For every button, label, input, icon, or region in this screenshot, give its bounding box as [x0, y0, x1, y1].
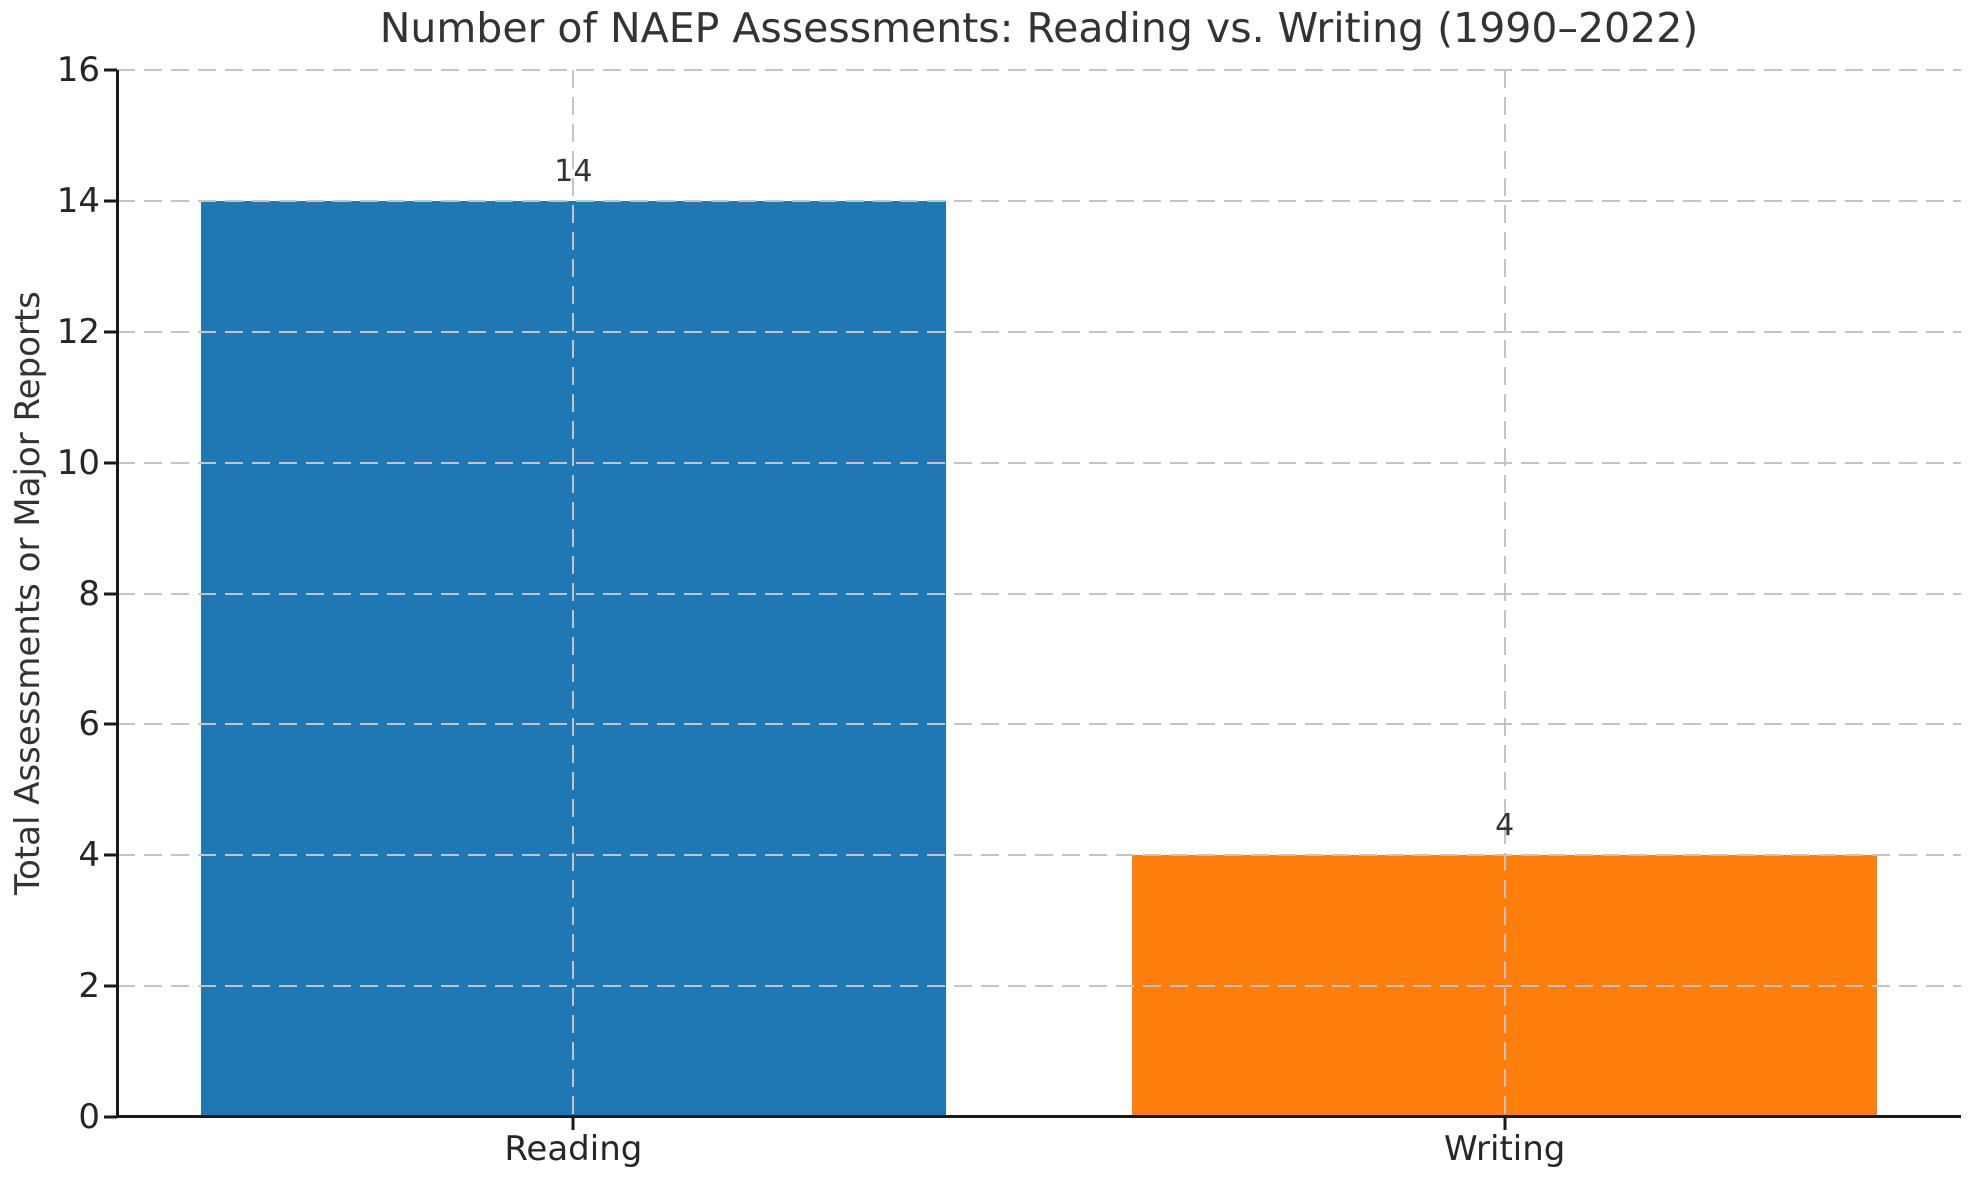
y-tick-mark-6: [104, 722, 117, 726]
h-gridline-8: [117, 592, 1961, 595]
y-tick-mark-4: [104, 853, 117, 857]
y-tick-label-10: 10: [56, 442, 100, 483]
h-gridline-16: [117, 69, 1961, 71]
v-gridline-writing: [1503, 70, 1506, 1117]
y-tick-label-2: 2: [78, 966, 100, 1007]
y-tick-mark-16: [104, 68, 117, 72]
y-tick-label-12: 12: [56, 311, 100, 352]
y-tick-label-16: 16: [56, 50, 100, 90]
v-gridline-reading: [572, 70, 575, 1117]
h-gridline-2: [117, 985, 1961, 988]
y-tick-label-14: 14: [56, 180, 100, 221]
chart-title: Number of NAEP Assessments: Reading vs. …: [379, 4, 1699, 52]
y-tick-mark-2: [104, 984, 117, 988]
y-axis-spine: [116, 70, 119, 1117]
y-tick-label-4: 4: [78, 835, 100, 876]
y-axis-label: Total Assessments or Major Reports: [8, 291, 48, 896]
h-gridline-12: [117, 330, 1961, 333]
bar-value-label-writing: 4: [1495, 808, 1515, 844]
plot-area: 14 4 0 2 4 6 8 10 12 14 16 Reading Writing: [57, 53, 1961, 1169]
y-tick-mark-14: [104, 199, 117, 203]
y-tick-label-0: 0: [78, 1097, 100, 1137]
y-tick-label-8: 8: [78, 573, 100, 614]
x-axis-spine: [116, 1115, 1961, 1118]
h-gridline-14: [117, 199, 1961, 202]
x-tick-label-reading: Reading: [504, 1129, 643, 1169]
x-tick-label-writing: Writing: [1443, 1129, 1566, 1169]
x-tick-mark-reading: [571, 1117, 575, 1130]
h-gridline-4: [117, 854, 1961, 857]
h-gridline-10: [117, 461, 1961, 464]
h-gridline-6: [117, 723, 1961, 726]
y-tick-mark-10: [104, 461, 117, 465]
y-tick-label-6: 6: [78, 704, 100, 745]
x-tick-mark-writing: [1503, 1117, 1507, 1130]
y-tick-mark-0: [104, 1115, 117, 1119]
y-tick-mark-8: [104, 592, 117, 595]
y-tick-mark-12: [104, 330, 117, 334]
bar-value-label-reading: 14: [554, 153, 593, 189]
